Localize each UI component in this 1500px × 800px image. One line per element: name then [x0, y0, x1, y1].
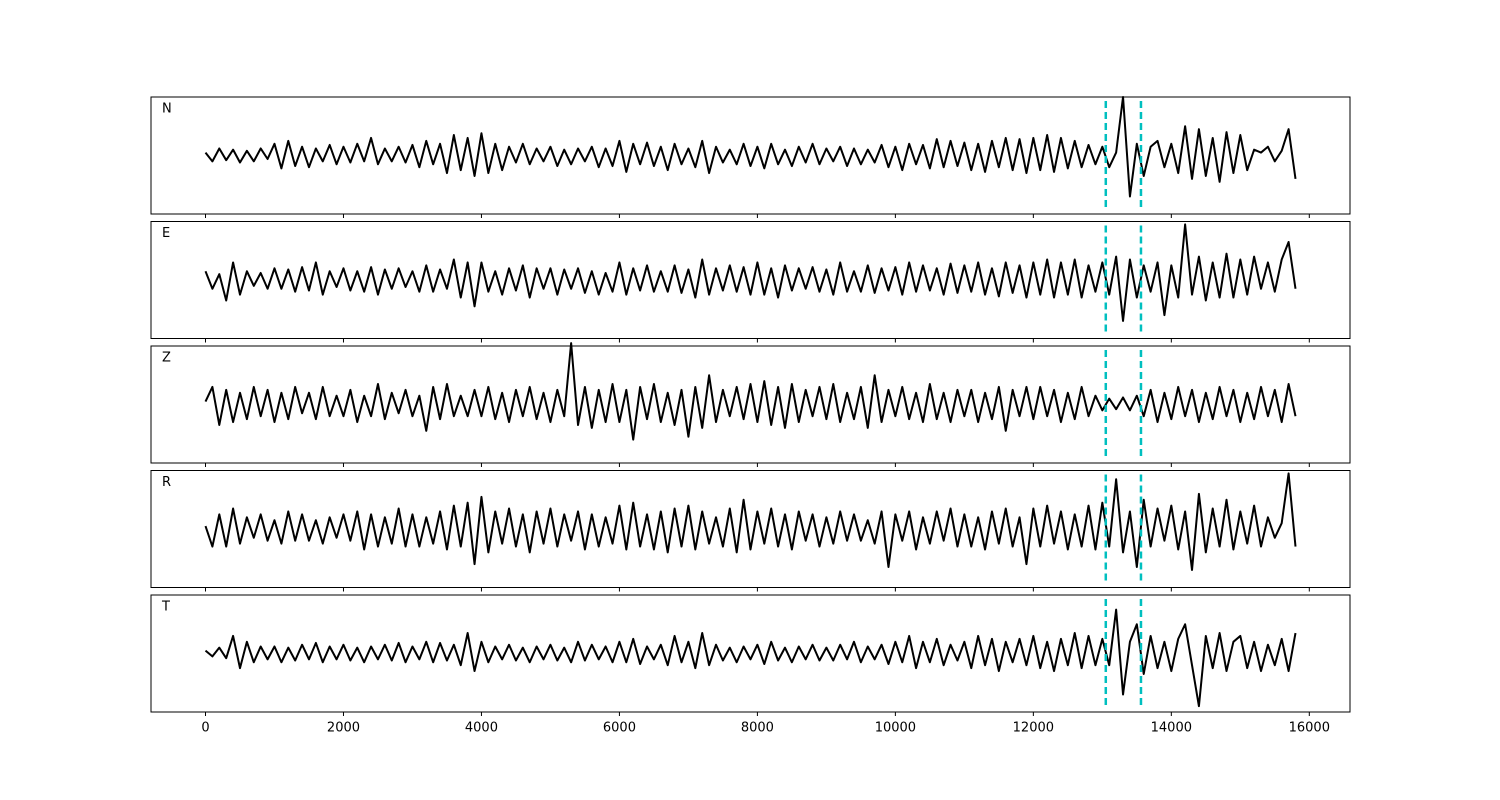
panel-frame — [150, 221, 1351, 339]
trace — [204, 223, 1297, 322]
x-tick-label: 6000 — [603, 721, 636, 736]
panel-label: Z — [162, 351, 171, 366]
x-tick-label: 12000 — [1013, 721, 1054, 736]
panel-frame — [150, 594, 1351, 713]
panel-label: T — [161, 600, 170, 615]
panel-frame — [150, 345, 1351, 464]
x-tick-label: 2000 — [327, 721, 360, 736]
panel-label: E — [162, 226, 170, 241]
trace — [204, 342, 1297, 441]
trace — [204, 472, 1297, 571]
trace — [204, 608, 1297, 708]
panel-label: R — [162, 475, 171, 490]
x-tick-label: 14000 — [1151, 721, 1192, 736]
x-tick-label: 4000 — [465, 721, 498, 736]
x-tick-label: 8000 — [741, 721, 774, 736]
x-tick-label: 0 — [201, 721, 209, 736]
trace — [204, 96, 1297, 198]
panel-frame — [150, 96, 1351, 215]
panel-frame — [150, 470, 1351, 588]
panel-label: N — [162, 102, 172, 117]
x-tick-label: 16000 — [1289, 721, 1330, 736]
x-tick-label: 10000 — [875, 721, 916, 736]
